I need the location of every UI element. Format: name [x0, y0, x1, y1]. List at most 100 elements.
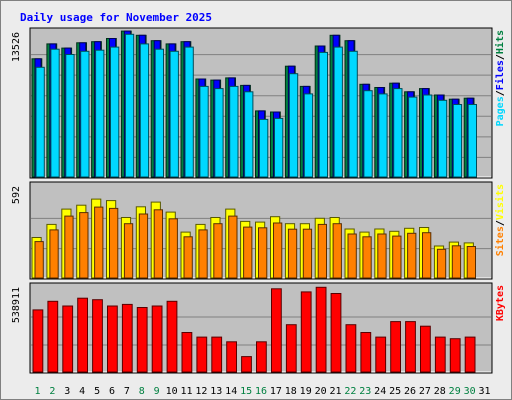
hits-files-pages-bar-pages-day-22	[348, 50, 358, 178]
kbytes-bar-kbytes-day-17	[271, 288, 282, 373]
hits-files-pages-bar-pages-day-4	[80, 50, 90, 178]
hits-files-pages-bar-pages-day-27	[423, 94, 433, 178]
hits-files-pages-bar-pages-day-17	[274, 117, 284, 178]
visits-sites-bar-sites-day-3	[64, 215, 74, 279]
kbytes-bar-kbytes-day-6	[107, 305, 118, 373]
kbytes-bar-kbytes-day-25	[390, 321, 402, 373]
day-label-11: 11	[180, 386, 192, 397]
day-label-5: 5	[94, 386, 100, 397]
visits-sites-bar-sites-day-28	[436, 248, 447, 279]
kbytes-bar-kbytes-day-4	[77, 297, 88, 373]
visits-sites-bar-sites-day-15	[243, 226, 253, 279]
hits-files-pages-bar-pages-day-7	[124, 33, 135, 178]
hits-files-pages-bar-pages-day-30	[467, 104, 478, 178]
hits-files-pages-bar-pages-day-29	[452, 104, 463, 178]
kbytes-bar-kbytes-day-7	[121, 303, 133, 373]
kbytes-bar-kbytes-day-22	[345, 324, 357, 373]
day-label-14: 14	[225, 386, 237, 397]
day-label-20: 20	[315, 386, 327, 397]
day-label-19: 19	[300, 386, 312, 397]
visits-sites-legend: Sites/Visits	[494, 184, 506, 256]
visits-sites-bar-sites-day-29	[451, 245, 462, 279]
visits-sites-bar-sites-day-24	[377, 233, 387, 279]
kbytes-bar-kbytes-day-14	[226, 341, 237, 373]
kbytes-ymax-label: 538911	[11, 287, 22, 323]
kbytes-bar-kbytes-day-24	[375, 336, 387, 373]
hits-files-pages-bar-pages-day-8	[139, 43, 150, 178]
visits-sites-bar-sites-day-21	[332, 223, 342, 279]
hits-files-pages-bar-pages-day-25	[393, 88, 403, 178]
day-label-10: 10	[166, 386, 178, 397]
visits-sites-bar-sites-day-17	[273, 222, 283, 279]
visits-sites-bar-sites-day-5	[94, 206, 104, 279]
kbytes-legend: KBytes	[495, 285, 506, 321]
day-label-12: 12	[195, 386, 207, 397]
day-label-3: 3	[64, 386, 70, 397]
hits-files-pages-bar-pages-day-1	[35, 66, 45, 178]
legend-hits: Hits	[494, 30, 506, 54]
day-label-18: 18	[285, 386, 297, 397]
visits-sites-legend-separator: /	[495, 220, 506, 226]
day-label-17: 17	[270, 386, 282, 397]
legend-visits: Visits	[494, 184, 506, 220]
kbytes-bar-kbytes-day-27	[420, 325, 431, 373]
day-label-26: 26	[404, 386, 416, 397]
day-label-2: 2	[49, 386, 55, 397]
kbytes-bar-kbytes-day-26	[405, 321, 416, 373]
day-label-25: 25	[389, 386, 401, 397]
day-label-27: 27	[419, 386, 431, 397]
visits-sites-bar-sites-day-6	[109, 207, 119, 279]
kbytes-bar-kbytes-day-20	[315, 286, 327, 373]
visits-sites-bar-sites-day-19	[302, 228, 313, 279]
kbytes-bar-kbytes-day-5	[92, 299, 103, 373]
hits-files-pages-ymax-label: 13526	[11, 32, 22, 62]
visits-sites-bar-sites-day-2	[49, 229, 59, 279]
kbytes-bar-kbytes-day-23	[360, 332, 372, 373]
visits-sites-bar-sites-day-30	[466, 246, 477, 279]
visits-sites-ymax-label: 592	[11, 186, 22, 204]
hits-files-pages-bar-pages-day-15	[244, 91, 254, 178]
day-label-6: 6	[109, 386, 115, 397]
day-label-16: 16	[255, 386, 267, 397]
visits-sites-bar-sites-day-16	[258, 227, 268, 279]
legend-sites: Sites	[494, 226, 506, 256]
kbytes-bar-kbytes-day-3	[62, 305, 74, 373]
kbytes-bar-kbytes-day-29	[449, 338, 461, 373]
legend-pages: Pages	[495, 96, 506, 126]
kbytes-bar-kbytes-day-21	[330, 293, 342, 373]
hits-files-pages-bar-pages-day-12	[199, 85, 209, 178]
hits-files-pages-bar-pages-day-16	[259, 118, 269, 178]
visits-sites-bar-sites-day-7	[123, 223, 134, 279]
kbytes-bar-kbytes-day-28	[434, 336, 446, 373]
visits-sites-bar-sites-day-26	[407, 232, 417, 279]
day-label-31: 31	[478, 386, 490, 397]
hits-files-pages-bar-pages-day-20	[318, 51, 329, 178]
hits-files-pages-bar-pages-day-14	[229, 85, 239, 178]
visits-sites-bar-sites-day-8	[138, 213, 149, 279]
kbytes-bar-kbytes-day-8	[136, 307, 148, 373]
hits-files-pages-bar-pages-day-9	[154, 48, 164, 178]
day-label-15: 15	[240, 386, 252, 397]
visits-sites-bar-sites-day-12	[198, 229, 208, 279]
hits-files-pages-bar-pages-day-11	[184, 46, 194, 178]
hits-files-pages-bar-pages-day-10	[169, 50, 179, 178]
hits-files-pages-bar-pages-day-23	[363, 90, 373, 178]
day-label-22: 22	[344, 386, 356, 397]
kbytes-bar-kbytes-day-9	[151, 305, 163, 373]
day-label-21: 21	[329, 386, 341, 397]
hits-files-pages-bar-pages-day-19	[303, 93, 314, 178]
hits-files-pages-bar-pages-day-5	[95, 49, 105, 178]
visits-sites-bar-sites-day-1	[34, 241, 44, 279]
chart-title: Daily usage for November 2025	[20, 11, 212, 24]
hits-files-pages-bar-pages-day-6	[110, 46, 120, 178]
hits-files-pages-bar-pages-day-26	[408, 96, 418, 178]
day-label-8: 8	[139, 386, 145, 397]
day-label-24: 24	[374, 386, 386, 397]
hits-files-pages-bar-pages-day-3	[65, 54, 75, 178]
day-label-28: 28	[434, 386, 446, 397]
kbytes-bar-kbytes-day-10	[166, 300, 178, 373]
hits-files-pages-bar-pages-day-18	[288, 73, 299, 178]
kbytes-bar-kbytes-day-15	[241, 356, 252, 373]
visits-sites-bar-sites-day-22	[347, 233, 357, 279]
